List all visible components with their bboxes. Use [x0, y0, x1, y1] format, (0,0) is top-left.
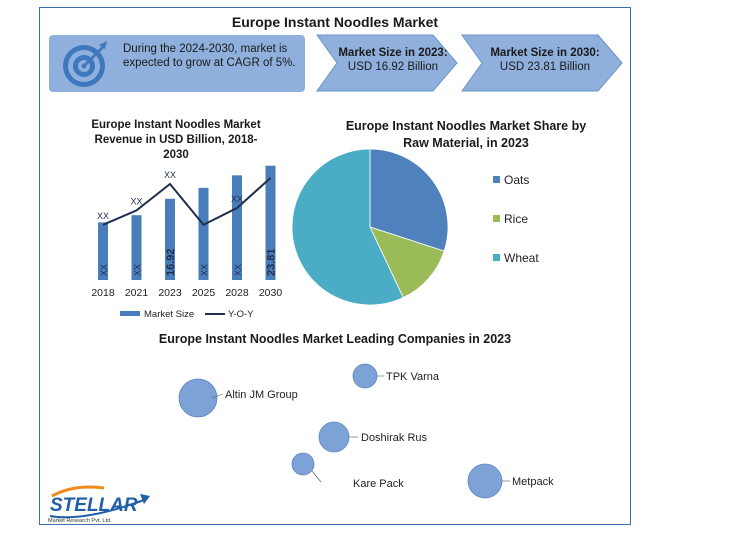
bar-2030: [265, 165, 276, 280]
legend-swatch-wheat: [493, 254, 500, 261]
x-tick-label: 2030: [259, 287, 283, 299]
company-label-kare: Kare Pack: [353, 478, 404, 490]
page-title: Europe Instant Noodles Market: [231, 14, 439, 30]
market-2030-label: Market Size in 2030: USD 23.81 Billion: [480, 46, 610, 74]
legend-label-oats: Oats: [504, 173, 529, 187]
company-label-metpack: Metpack: [512, 476, 554, 488]
legend-swatch-rice: [493, 215, 500, 222]
cagr-box: During the 2024-2030, market is expected…: [49, 35, 305, 92]
cagr-text: During the 2024-2030, market is expected…: [123, 43, 296, 69]
pie-slice-rice: [369, 226, 445, 299]
company-bubble-metpack: Metpack: [467, 463, 554, 499]
bar-value-label: XX: [99, 264, 109, 276]
legend-swatch-oats: [493, 176, 500, 183]
market-2023-arrow: [316, 34, 458, 92]
bar-2028: [232, 175, 242, 280]
x-tick-label: 2025: [192, 287, 216, 299]
company-bubble-doshirak: Doshirak Rus: [318, 421, 428, 453]
legend-label-yoy: Y-O-Y: [228, 309, 254, 320]
line-value-label: XX: [130, 196, 142, 206]
pie-chart: Oats Rice Wheat: [291, 148, 539, 306]
company-label-doshirak: Doshirak Rus: [361, 432, 428, 444]
market-2030-value: USD 23.81 Billion: [499, 61, 591, 73]
line-value-label: XX: [164, 170, 176, 180]
companies-title: Europe Instant Noodles Market Leading Co…: [158, 332, 512, 346]
target-icon: [63, 41, 107, 87]
company-label-altin: Altin JM Group: [225, 389, 298, 401]
line-value-label: XX: [231, 194, 243, 204]
company-bubble-tpk: TPK Varna: [352, 363, 440, 389]
bar-chart-title: Europe Instant Noodles Market Revenue in…: [91, 119, 261, 161]
bar-2018: [98, 222, 108, 280]
infographic-frame: Europe Instant Noodles Market During the…: [39, 7, 631, 525]
legend-label-rice: Rice: [504, 212, 528, 226]
x-tick-label: 2018: [91, 287, 115, 299]
bar-2025: [198, 187, 209, 280]
x-tick-label: 2021: [125, 287, 149, 299]
market-2023-label: Market Size in 2023: USD 16.92 Billion: [333, 46, 453, 74]
company-label-tpk: TPK Varna: [386, 371, 440, 383]
companies-bubbles: Altin JM Group TPK Varna Doshirak Rus Ka…: [178, 363, 554, 499]
pie-slice-oats: [369, 148, 449, 252]
bar-value-label: 16.92: [165, 248, 177, 276]
legend-label-wheat: Wheat: [504, 251, 539, 265]
bar-2023: [165, 198, 175, 280]
company-bubble-altin: Altin JM Group: [178, 378, 298, 418]
bar-2021: [131, 215, 142, 280]
bar-value-label: XX: [233, 264, 243, 276]
market-2023-value: USD 16.92 Billion: [347, 61, 439, 73]
market-2030-arrow: [461, 34, 623, 92]
market-2023-title: Market Size in 2023:: [338, 47, 448, 59]
bar-chart: XX 2018 XX XX 2021 XX 16.92 2023 XX XX 2025 XX 2028 X…: [91, 165, 283, 320]
stellar-logo: STELLAR Market Research Pvt. Ltd.: [48, 485, 150, 524]
pie-chart-title: Europe Instant Noodles Market Share by R…: [345, 119, 587, 150]
bar-value-label: 23.81: [266, 248, 278, 276]
legend-label-market-size: Market Size: [144, 309, 194, 320]
x-tick-label: 2023: [158, 287, 182, 299]
legend-swatch-market-size: [120, 311, 140, 316]
x-tick-label: 2028: [225, 287, 249, 299]
yoy-line: [102, 177, 272, 227]
line-value-label: XX: [97, 211, 109, 221]
pie-slice-wheat: [291, 148, 404, 306]
logo-name: STELLAR: [50, 495, 138, 516]
market-2030-title: Market Size in 2030:: [490, 47, 600, 59]
logo-tagline: Market Research Pvt. Ltd.: [48, 518, 112, 524]
company-bubble-kare: Kare Pack: [291, 452, 404, 490]
bar-value-label: XX: [133, 264, 143, 276]
bar-value-label: XX: [200, 264, 210, 276]
